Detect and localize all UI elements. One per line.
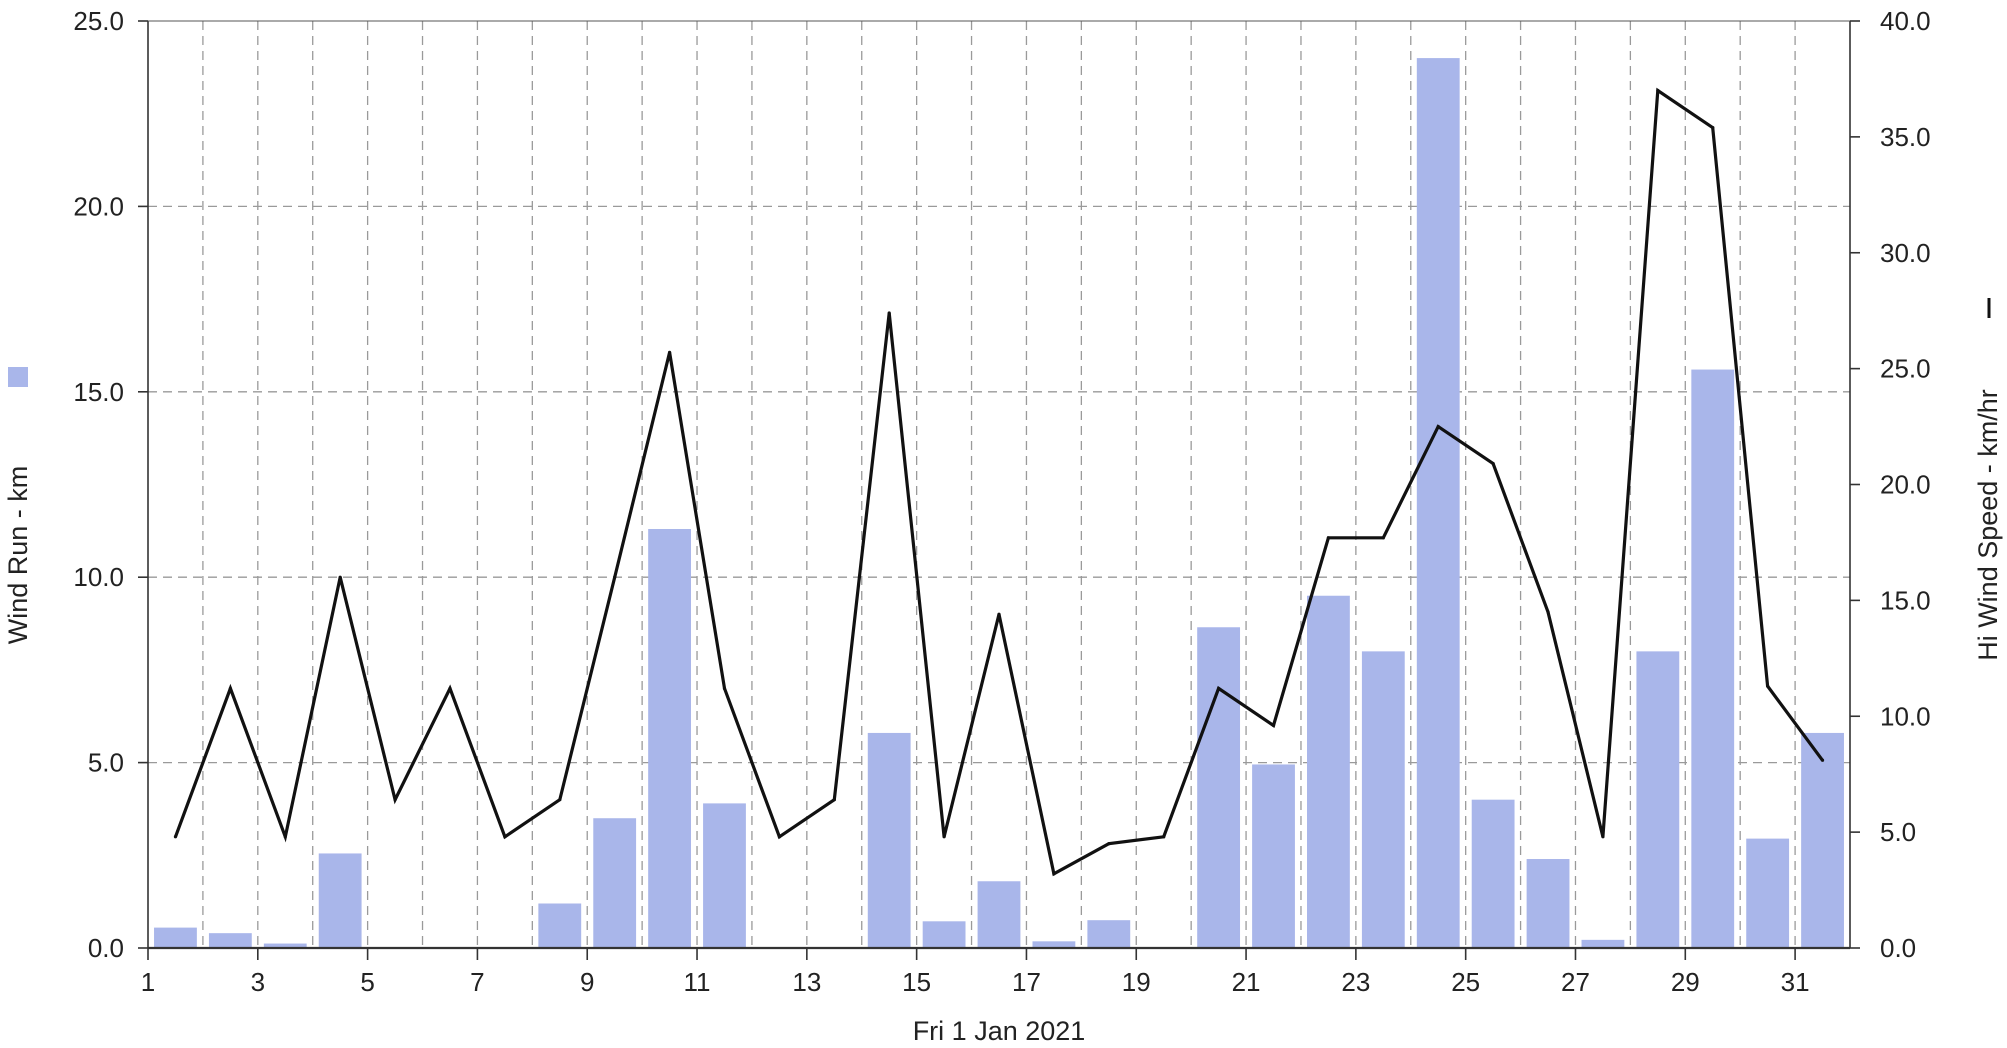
x-axis-title: Fri 1 Jan 2021 [913,1016,1086,1046]
wind-run-bar [1416,58,1460,948]
hi-wind-speed-point [558,798,562,802]
left-axis-ticks: 0.0 5.0 10.0 15.0 20.0 25.0 [73,6,148,963]
wind-run-bar [648,528,691,948]
x-tick-label: 21 [1232,967,1261,997]
right-axis-ticks: 0.0 5.0 10.0 15.0 20.0 25.0 30.0 35.0 40.0 [1850,6,1931,963]
left-tick-label: 0.0 [88,933,124,963]
x-tick-label: 13 [792,967,821,997]
hi-wind-speed-point [887,311,891,315]
x-tick-label: 1 [141,967,155,997]
x-tick-label: 31 [1781,967,1810,997]
left-tick-label: 15.0 [73,377,124,407]
x-tick-label: 3 [251,967,265,997]
hi-wind-speed-point [228,686,232,691]
wind-run-bar [1691,369,1735,948]
left-tick-label: 5.0 [88,748,124,778]
x-tick-label: 19 [1122,967,1151,997]
x-tick-label: 25 [1451,967,1480,997]
wind-run-legend-swatch [8,367,28,387]
hi-wind-speed-point [942,835,946,839]
hi-wind-speed-point [503,835,507,839]
hi-wind-speed-point [722,686,727,691]
x-tick-label: 7 [470,967,484,997]
hi-wind-speed-point [613,575,617,579]
wind-run-bar [538,903,582,948]
wind-run-bar [593,818,637,948]
hi-wind-speed-point [1326,536,1331,540]
x-tick-label: 23 [1341,967,1370,997]
x-tick-label: 5 [360,967,374,997]
hi-wind-speed-point [338,575,342,579]
right-tick-label: 30.0 [1880,238,1931,268]
wind-run-bar [263,943,307,948]
wind-run-bar [1361,651,1405,948]
wind-run-bar [922,921,966,948]
hi-wind-speed-point [1766,684,1770,688]
right-tick-label: 0.0 [1880,933,1916,963]
hi-wind-speed-point [1601,835,1605,839]
x-tick-label: 27 [1561,967,1590,997]
wind-run-bar [1197,627,1241,948]
wind-run-bar [1801,732,1844,948]
x-tick-label: 9 [580,967,594,997]
hi-wind-speed-point [1107,842,1111,846]
hi-wind-speed-point [1656,88,1660,93]
hi-wind-speed-point [1052,872,1056,876]
wind-run-bar [1526,859,1570,948]
grid-lines [148,21,1850,948]
right-axis-title: Hi Wind Speed - km/hr [1973,389,2003,661]
hi-wind-speed-point [1820,758,1825,762]
wind-run-bar [154,927,197,948]
wind-run-bar [977,881,1021,948]
hi-wind-speed-point [1711,126,1715,130]
hi-wind-speed-point [667,350,672,355]
wind-run-bar [1636,651,1680,948]
hi-wind-speed-point [1436,424,1440,429]
hi-wind-speed-point [1491,462,1495,466]
wind-run-bar [1471,799,1515,948]
wind-run-bar [1581,939,1625,948]
x-tick-label: 29 [1671,967,1700,997]
hi-wind-speed-point [448,686,452,691]
wind-run-bar [1746,838,1790,948]
hi-wind-speed-point [1546,610,1550,614]
left-tick-label: 10.0 [73,562,124,592]
right-tick-label: 20.0 [1880,470,1931,500]
x-tick-label: 15 [902,967,931,997]
wind-run-bar [1032,941,1076,948]
left-tick-label: 20.0 [73,191,124,221]
hi-wind-speed-point [1271,723,1276,728]
hi-wind-speed-point [777,835,781,839]
hi-wind-speed-point [832,798,836,802]
left-axis-title: Wind Run - km [3,466,33,645]
wind-run-bar [1307,595,1350,948]
right-tick-label: 15.0 [1880,585,1931,615]
left-tick-label: 25.0 [73,6,124,36]
hi-wind-speed-line-layer [173,87,1825,877]
wind-run-bar [1087,920,1131,948]
right-tick-label: 5.0 [1880,817,1916,847]
hi-wind-speed-point [997,612,1001,616]
hi-wind-speed-point [1162,835,1166,839]
x-tick-label: 17 [1012,967,1041,997]
right-tick-label: 10.0 [1880,701,1931,731]
right-tick-label: 35.0 [1880,122,1931,152]
wind-run-bar [867,732,911,948]
hi-wind-speed-point [1381,536,1385,540]
right-tick-label: 25.0 [1880,354,1931,384]
wind-run-bar [318,853,362,948]
hi-wind-speed-point [283,835,287,839]
wind-run-bar [1252,764,1295,948]
wind-run-bar [208,933,252,948]
x-axis-ticks: 1 3 5 7 9 11 13 15 17 19 21 23 25 27 29 31 [141,948,1810,997]
hi-wind-speed-point [173,835,178,839]
hi-wind-speed-point [1217,686,1221,691]
x-tick-label: 11 [684,967,711,997]
wind-run-bar [703,803,746,948]
right-tick-label: 40.0 [1880,6,1931,36]
hi-wind-speed-point [393,798,397,802]
axes [147,20,1851,950]
wind-run-bars [154,58,1844,948]
